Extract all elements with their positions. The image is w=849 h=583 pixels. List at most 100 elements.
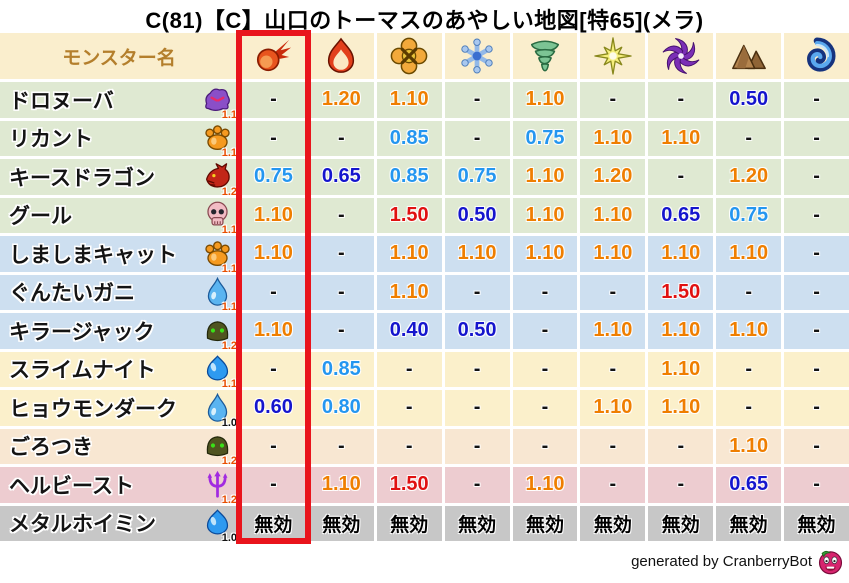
monster-name-cell: グール 1.1 bbox=[0, 197, 238, 237]
column-header-element-4 bbox=[444, 33, 510, 79]
resistance-cell: 無効 bbox=[580, 505, 646, 541]
resistance-cell: 0.65 bbox=[308, 159, 374, 195]
resistance-cell: - bbox=[308, 274, 374, 310]
paw-icon bbox=[200, 239, 234, 268]
resistance-cell: - bbox=[784, 313, 849, 349]
monster-name-cell: ぐんたいガニ 1.1 bbox=[0, 274, 238, 313]
monster-name-cell: スライムナイト 1.1 bbox=[0, 351, 238, 390]
resistance-cell: - bbox=[784, 390, 849, 426]
cranberry-bot-icon bbox=[817, 548, 844, 575]
column-header-element-3 bbox=[376, 33, 442, 79]
monster-name-cell: メタルホイミン 1.0 bbox=[0, 505, 238, 544]
resistance-cell: 1.10 bbox=[648, 236, 714, 272]
monster-name: キースドラゴン bbox=[9, 166, 155, 190]
monster-name: しましまキャット bbox=[9, 243, 177, 267]
column-header-element-7 bbox=[648, 33, 714, 79]
column-header-element-8 bbox=[716, 33, 782, 79]
monster-icon-wrap: 1.1 bbox=[200, 122, 237, 159]
monster-name-cell: ヒョウモンダーク 1.0 bbox=[0, 390, 238, 429]
resistance-cell: - bbox=[444, 390, 510, 426]
helmet-icon bbox=[200, 316, 234, 345]
resistance-cell: 1.10 bbox=[241, 313, 306, 349]
resistance-cell: - bbox=[241, 274, 306, 310]
column-header-element-9 bbox=[784, 33, 849, 79]
resistance-cell: 1.20 bbox=[716, 159, 782, 195]
burst-icon bbox=[390, 37, 428, 75]
resistance-cell: 1.10 bbox=[716, 313, 782, 349]
snowflake-icon bbox=[458, 37, 496, 75]
resistance-cell: - bbox=[580, 351, 646, 387]
resistance-cell: 無効 bbox=[444, 505, 510, 541]
monster-name: ぐんたいガニ bbox=[9, 282, 135, 306]
resistance-cell: 無効 bbox=[648, 505, 714, 541]
resistance-cell: 無効 bbox=[716, 505, 782, 541]
resistance-cell: - bbox=[308, 428, 374, 464]
resistance-cell: - bbox=[784, 236, 849, 272]
resistance-cell: - bbox=[784, 467, 849, 503]
monster-name: リカント bbox=[9, 128, 93, 152]
monster-icon-wrap: 1.2 bbox=[200, 315, 237, 352]
mountain-icon bbox=[730, 37, 768, 75]
monster-rank-badge: 1.1 bbox=[221, 262, 237, 275]
monster-name: ドロヌーバ bbox=[9, 89, 114, 113]
resistance-cell: - bbox=[308, 197, 374, 233]
resistance-cell: 0.80 bbox=[308, 390, 374, 426]
resistance-cell: 無効 bbox=[784, 505, 849, 541]
monster-icon-wrap: 1.2 bbox=[200, 430, 237, 467]
slime-icon bbox=[200, 354, 234, 383]
pinwheel-icon bbox=[661, 37, 700, 75]
resistance-cell: 1.10 bbox=[580, 120, 646, 156]
monster-rank-badge: 1.1 bbox=[221, 378, 237, 391]
monster-rank-badge: 1.2 bbox=[221, 493, 237, 506]
resistance-cell: 0.75 bbox=[444, 159, 510, 195]
resistance-cell: - bbox=[512, 428, 578, 464]
resistance-cell: 1.10 bbox=[580, 197, 646, 233]
resistance-cell: - bbox=[241, 351, 306, 387]
monster-rank-badge: 1.2 bbox=[221, 455, 237, 468]
monster-rank-badge: 1.1 bbox=[221, 224, 237, 237]
monster-rank-badge: 1.2 bbox=[221, 339, 237, 352]
resistance-cell: - bbox=[376, 351, 442, 387]
monster-rank-badge: 1.1 bbox=[221, 108, 237, 121]
resistance-cell: 1.10 bbox=[580, 236, 646, 272]
helmet-icon bbox=[200, 431, 234, 460]
droplet-icon bbox=[200, 392, 234, 422]
resistance-cell: - bbox=[580, 467, 646, 503]
resistance-cell: 0.50 bbox=[444, 197, 510, 233]
resistance-cell: - bbox=[308, 236, 374, 272]
resistance-cell: 0.75 bbox=[716, 197, 782, 233]
resistance-cell: - bbox=[444, 120, 510, 156]
resistance-cell: - bbox=[376, 390, 442, 426]
resistance-cell: 無効 bbox=[308, 505, 374, 541]
resistance-cell: - bbox=[784, 197, 849, 233]
monster-rank-badge: 1.0 bbox=[221, 416, 237, 429]
flame-icon bbox=[322, 37, 360, 75]
resistance-cell: 1.10 bbox=[512, 159, 578, 195]
resistance-cell: 1.20 bbox=[580, 159, 646, 195]
resistance-cell: - bbox=[241, 120, 306, 156]
monster-rank-badge: 1.1 bbox=[221, 301, 237, 314]
monster-icon-wrap: 1.1 bbox=[200, 353, 237, 390]
paw-icon bbox=[200, 123, 234, 152]
resistance-cell: - bbox=[444, 428, 510, 464]
resistance-cell: - bbox=[580, 428, 646, 464]
resistance-cell: 1.10 bbox=[648, 390, 714, 426]
resistance-cell: 1.10 bbox=[241, 197, 306, 233]
resistance-cell: - bbox=[512, 313, 578, 349]
resistance-cell: 1.20 bbox=[308, 82, 374, 118]
resistance-cell: - bbox=[784, 428, 849, 464]
resistance-cell: - bbox=[512, 390, 578, 426]
resistance-cell: 0.65 bbox=[716, 467, 782, 503]
resistance-cell: - bbox=[784, 82, 849, 118]
resistance-cell: 無効 bbox=[376, 505, 442, 541]
resistance-cell: - bbox=[241, 428, 306, 464]
resistance-cell: - bbox=[308, 313, 374, 349]
resistance-cell: - bbox=[444, 82, 510, 118]
resistance-cell: 1.10 bbox=[648, 120, 714, 156]
skull-icon bbox=[200, 200, 234, 229]
resistance-cell: - bbox=[444, 467, 510, 503]
resistance-cell: 1.10 bbox=[376, 274, 442, 310]
resistance-cell: - bbox=[444, 351, 510, 387]
monster-name: スライムナイト bbox=[9, 359, 156, 383]
monster-icon-wrap: 1.1 bbox=[200, 276, 237, 313]
